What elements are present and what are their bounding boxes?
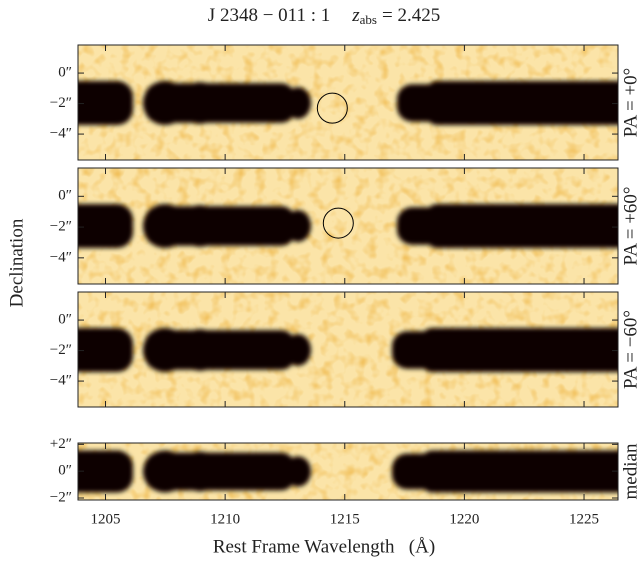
trace-blob [427,204,618,248]
x-tick-label: 1215 [330,511,360,527]
y-tick-label: −4″ [50,249,72,265]
panel-label: PA = −60° [620,310,641,389]
panel: 0″ −2″ −4″ PA = −60° [50,291,641,408]
chart-title: J 2348 − 011 : 1 zabs = 2.425 [208,5,440,27]
trace-blob [78,204,133,248]
y-tick-label: −2″ [50,95,72,111]
panel: +2″ 0″ −2″ 1205 1210 1215 1220 1225 median [50,436,641,528]
trace-blob [78,450,133,493]
trace-blob [78,328,133,372]
frame [77,167,619,285]
marker-circle [316,92,348,124]
panel: 0″ −2″ −4″ PA = +0° [50,44,641,161]
y-tick-label: −2″ [50,219,72,235]
x-tick-label: 1205 [91,511,121,527]
x-axis-label: Rest Frame Wavelength (Å) [213,536,435,557]
spectrum-image [78,443,618,500]
x-tick-label: 1210 [210,511,240,527]
trace [78,450,618,493]
title-z: z [351,5,360,26]
spectrum-image [78,168,618,284]
trace-blob [145,83,295,123]
marker-circle [322,207,354,239]
y-tick-label: 0″ [58,463,72,479]
spectrum-image [78,292,618,407]
panel-label: PA = +0° [620,68,641,138]
y-tick-label: −4″ [50,373,72,389]
trace [78,328,618,372]
y-axis-label: Declination [6,218,27,307]
title-z-value: = 2.425 [382,5,440,26]
frame [77,291,619,408]
y-tick-label: +2″ [50,436,72,452]
title-z-sub: abs [360,12,377,27]
title-object: J 2348 − 011 : 1 [208,5,330,26]
y-tick-label: 0″ [58,312,72,328]
trace-blob [145,330,295,370]
y-tick-label: −2″ [50,342,72,358]
trace-blob [145,206,295,246]
trace [78,204,618,248]
trace-blob [427,81,618,125]
panel-label: PA = +60° [620,186,641,265]
trace-blob [78,81,133,125]
trace-blob [145,452,295,491]
y-tick-label: −4″ [50,126,72,142]
y-tick-label: 0″ [58,65,72,81]
x-tick-label: 1220 [449,511,479,527]
frame [77,44,619,161]
trace [78,81,618,125]
panel: 0″ −2″ −4″ PA = +60° [50,167,641,285]
y-tick-label: −2″ [50,489,72,505]
spectrum-image [78,45,618,160]
y-tick-label: 0″ [58,188,72,204]
trace-blob [422,328,618,372]
trace-blob [422,450,618,493]
x-tick-label: 1225 [569,511,599,527]
panel-label: median [620,443,641,499]
